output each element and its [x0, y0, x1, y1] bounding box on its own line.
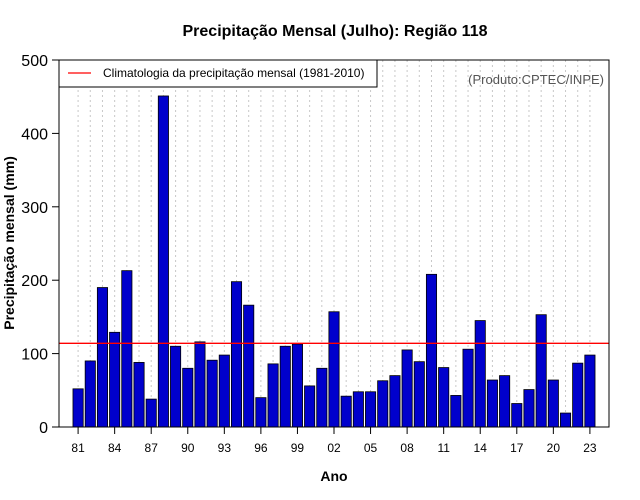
x-tick-label: 90 — [181, 441, 195, 455]
bar-2000 — [304, 385, 316, 428]
bar-1987 — [145, 398, 157, 428]
y-tick-label: 200 — [21, 273, 48, 290]
y-tick-label: 0 — [39, 420, 48, 437]
bar-2022 — [572, 362, 584, 428]
bar-1997 — [267, 363, 279, 428]
bar-2016 — [499, 375, 511, 428]
bar-2005 — [365, 391, 377, 428]
x-tick-label: 20 — [547, 441, 561, 455]
bar-1990 — [182, 367, 194, 428]
bar-2014 — [474, 320, 486, 428]
bar-2008 — [401, 349, 413, 428]
bar-2002 — [328, 311, 340, 428]
x-tick-label: 99 — [291, 441, 305, 455]
bar-1992 — [206, 359, 218, 428]
bars-group — [72, 95, 596, 428]
bar-2006 — [377, 380, 389, 428]
credit-text: (Produto:CPTEC/INPE) — [468, 72, 604, 87]
y-tick-label: 300 — [21, 200, 48, 217]
chart-title: Precipitação Mensal (Julho): Região 118 — [183, 23, 488, 40]
bar-1996 — [255, 397, 267, 428]
x-tick-label: 81 — [71, 441, 85, 455]
x-tick-label: 11 — [437, 441, 450, 455]
bar-2019 — [535, 314, 547, 428]
bar-1998 — [279, 345, 291, 428]
x-tick-label: 93 — [218, 441, 232, 455]
bar-2011 — [438, 367, 450, 428]
bar-2009 — [413, 361, 425, 428]
y-tick-label: 400 — [21, 126, 48, 143]
bar-1981 — [72, 388, 84, 428]
bar-2021 — [560, 412, 572, 428]
bar-1994 — [230, 281, 243, 428]
x-tick-label: 08 — [400, 441, 414, 455]
bar-1999 — [291, 343, 303, 428]
bar-2018 — [523, 389, 535, 428]
bar-2013 — [462, 348, 474, 428]
bar-1993 — [218, 354, 230, 428]
bar-1984 — [109, 331, 121, 428]
bar-2020 — [547, 379, 559, 428]
x-tick-label: 17 — [510, 441, 524, 455]
x-tick-label: 84 — [108, 441, 122, 455]
bar-1988 — [157, 95, 169, 428]
x-axis-label: Ano — [320, 468, 347, 484]
legend-label: Climatologia da precipitação mensal (198… — [103, 66, 364, 80]
bar-2001 — [316, 367, 328, 428]
legend: Climatologia da precipitação mensal (198… — [58, 59, 378, 88]
bar-1991 — [194, 341, 206, 428]
bar-2015 — [486, 379, 498, 428]
bar-1986 — [133, 362, 145, 428]
x-tick-label: 02 — [327, 441, 341, 455]
x-tick-label: 05 — [364, 441, 378, 455]
bar-2010 — [425, 273, 438, 428]
y-tick-label: 500 — [21, 53, 48, 70]
bar-1983 — [96, 287, 108, 428]
bar-2017 — [511, 403, 523, 428]
y-axis-label: Precipitação mensal (mm) — [1, 156, 17, 330]
bar-1985 — [121, 270, 133, 428]
bar-1982 — [84, 360, 96, 428]
bar-1995 — [243, 304, 255, 428]
x-tick-label: 14 — [474, 441, 488, 455]
bar-1989 — [170, 345, 182, 428]
bar-2003 — [340, 395, 352, 428]
bar-2004 — [352, 391, 364, 428]
bar-2007 — [389, 375, 401, 428]
x-tick-label: 87 — [145, 441, 159, 455]
x-tick-label: 23 — [583, 441, 597, 455]
y-axis: 0 100 200 300 400 500 — [21, 53, 59, 437]
x-tick-label: 96 — [254, 441, 268, 455]
bar-2023 — [584, 354, 596, 428]
x-axis: 81 84 87 90 93 96 99 02 05 08 11 14 17 20 23 — [71, 427, 597, 455]
bar-2012 — [450, 395, 462, 428]
y-tick-label: 100 — [21, 347, 48, 364]
legend-box — [58, 59, 378, 88]
